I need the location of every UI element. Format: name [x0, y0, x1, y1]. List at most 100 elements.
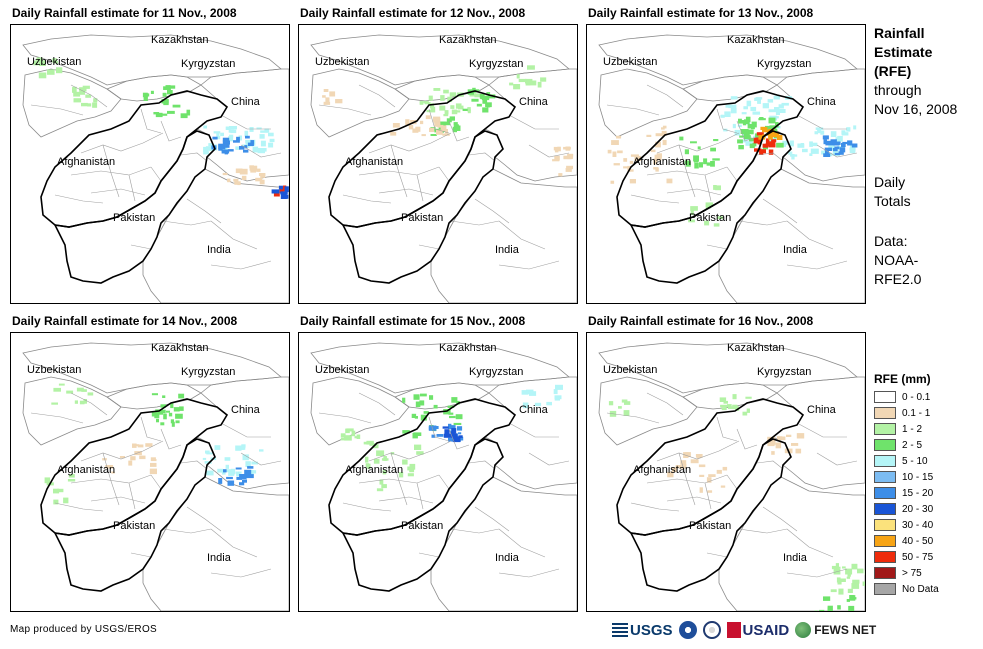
rain-cell: [630, 154, 639, 157]
rain-cell: [782, 144, 786, 147]
province-boundary: [30, 104, 84, 116]
rain-cell: [161, 113, 168, 116]
province-boundary: [704, 174, 712, 202]
rain-cell: [38, 72, 47, 79]
rain-cell: [212, 136, 218, 140]
legend-label: 15 - 20: [902, 487, 934, 499]
rain-cell: [437, 124, 444, 128]
panel-title: Daily Rainfall estimate for 12 Nov., 200…: [300, 6, 526, 20]
rain-cell: [820, 130, 825, 135]
province-boundary: [796, 114, 847, 130]
province-boundary: [528, 144, 570, 158]
country-boundary: [772, 68, 865, 182]
province-boundary: [508, 114, 559, 130]
rain-cell: [634, 155, 641, 161]
rain-cell: [246, 474, 254, 479]
rain-cell: [405, 119, 410, 125]
rain-cell: [554, 155, 560, 161]
rain-cell: [47, 69, 55, 75]
map-canvas: Kazakhstan Uzbekistan Kyrgyzstan China Afgha…: [22, 34, 289, 303]
rain-cell: [235, 467, 242, 470]
rain-cell: [76, 387, 84, 392]
rain-cell: [749, 143, 755, 149]
rain-cell: [33, 60, 39, 66]
rain-cell: [240, 445, 246, 450]
rain-cell: [323, 101, 331, 105]
rain-cell: [753, 137, 762, 144]
rain-cell: [476, 94, 482, 97]
rain-cell: [449, 92, 456, 97]
rainfall-map: Kazakhstan Uzbekistan Kyrgyzstan China Afgha…: [586, 332, 866, 612]
country-label-kyrgyzstan: Kyrgyzstan: [469, 58, 523, 70]
rain-cell: [749, 137, 757, 142]
rain-cell: [451, 397, 458, 403]
country-boundary: [682, 382, 778, 410]
rain-cell: [216, 132, 220, 138]
rain-cell: [93, 98, 98, 103]
country-boundary: [22, 376, 122, 446]
rain-cell: [179, 406, 184, 411]
rain-cell: [835, 563, 839, 567]
rain-cell: [697, 146, 701, 150]
rain-cell: [218, 478, 223, 484]
rain-cell: [825, 149, 829, 154]
rain-cell: [684, 149, 689, 155]
rain-cell: [175, 420, 180, 424]
rain-cell: [443, 433, 452, 438]
rain-cell: [257, 148, 265, 154]
rain-cell: [767, 99, 774, 103]
rain-cell: [351, 430, 356, 437]
rain-cell: [175, 413, 183, 419]
rain-cell: [381, 484, 387, 489]
rain-cell: [249, 165, 258, 171]
rain-cell: [822, 135, 829, 140]
country-boundary: [106, 74, 202, 102]
legend-label: 0.1 - 1: [902, 407, 931, 419]
rain-cell: [87, 392, 94, 396]
rain-cell: [271, 189, 280, 194]
rain-cell: [713, 139, 719, 142]
rain-cell: [768, 109, 777, 113]
province-boundary: [678, 452, 696, 506]
rain-cell: [455, 414, 463, 420]
rain-cell: [741, 112, 747, 115]
province-boundary: [716, 108, 738, 134]
legend-item: 30 - 40: [874, 517, 979, 533]
rain-cell: [771, 451, 775, 455]
rain-cell: [832, 141, 841, 145]
country-boundary: [196, 68, 289, 182]
rain-cell: [450, 425, 456, 430]
rain-cell: [750, 106, 757, 112]
country-outline: [53, 438, 216, 592]
panel-title: Daily Rainfall estimate for 15 Nov., 200…: [300, 314, 526, 328]
rain-cell: [365, 456, 369, 463]
rain-cell: [433, 404, 438, 409]
rain-cell: [250, 140, 255, 145]
rain-cell: [452, 436, 461, 443]
rain-cell: [79, 400, 85, 405]
legend-item: No Data: [874, 581, 979, 597]
rain-cell: [455, 103, 462, 109]
province-boundary: [762, 506, 798, 532]
rain-cell: [434, 122, 441, 127]
province-boundary: [128, 482, 136, 510]
country-label-uzbekistan: Uzbekistan: [27, 364, 81, 376]
legend-label: 0 - 0.1: [902, 391, 931, 403]
country-label-pakistan: Pakistan: [401, 520, 443, 532]
rain-cell: [746, 129, 754, 135]
rain-cell: [710, 147, 716, 152]
rain-cell: [163, 413, 167, 420]
rain-cell: [862, 581, 865, 586]
province-boundary: [210, 220, 258, 250]
rain-cell: [412, 433, 418, 439]
rain-cell: [424, 102, 431, 105]
through-line: through: [874, 82, 922, 98]
rain-cell: [830, 139, 837, 143]
rain-cell: [239, 482, 245, 486]
province-boundary: [474, 198, 510, 224]
rain-cell: [453, 125, 461, 131]
rain-cell: [150, 90, 154, 94]
legend-swatch: [874, 503, 896, 515]
rain-cell: [279, 187, 284, 193]
country-label-china: China: [231, 96, 261, 108]
